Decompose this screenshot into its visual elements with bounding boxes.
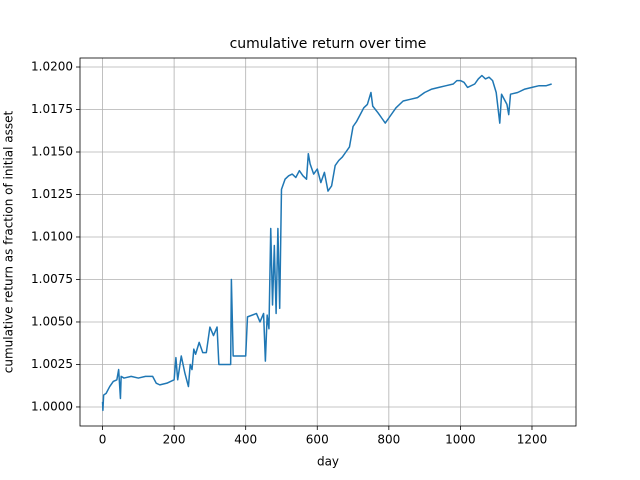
y-axis-label: cumulative return as fraction of initial… (2, 110, 16, 373)
chart-title: cumulative return over time (230, 36, 427, 52)
y-tick-label: 1.0075 (31, 272, 73, 286)
x-tick-label: 600 (306, 433, 329, 447)
y-tick-label: 1.0150 (31, 144, 73, 158)
y-tick-label: 1.0025 (31, 357, 73, 371)
x-tick-label: 1000 (445, 433, 476, 447)
y-tick-label: 1.0125 (31, 187, 73, 201)
x-axis-label: day (317, 455, 339, 469)
y-tick-label: 1.0200 (31, 60, 73, 74)
x-tick-label: 200 (163, 433, 186, 447)
y-tick-label: 1.0000 (31, 399, 73, 413)
x-tick-label: 1200 (517, 433, 548, 447)
x-tick-label: 400 (234, 433, 257, 447)
line-series (101, 74, 552, 412)
y-tick-label: 1.0100 (31, 229, 73, 243)
plot-frame (79, 57, 577, 427)
y-tick-label: 1.0050 (31, 314, 73, 328)
x-tick-label: 0 (99, 433, 107, 447)
y-tick-label: 1.0175 (31, 102, 73, 116)
x-tick-label: 800 (377, 433, 400, 447)
